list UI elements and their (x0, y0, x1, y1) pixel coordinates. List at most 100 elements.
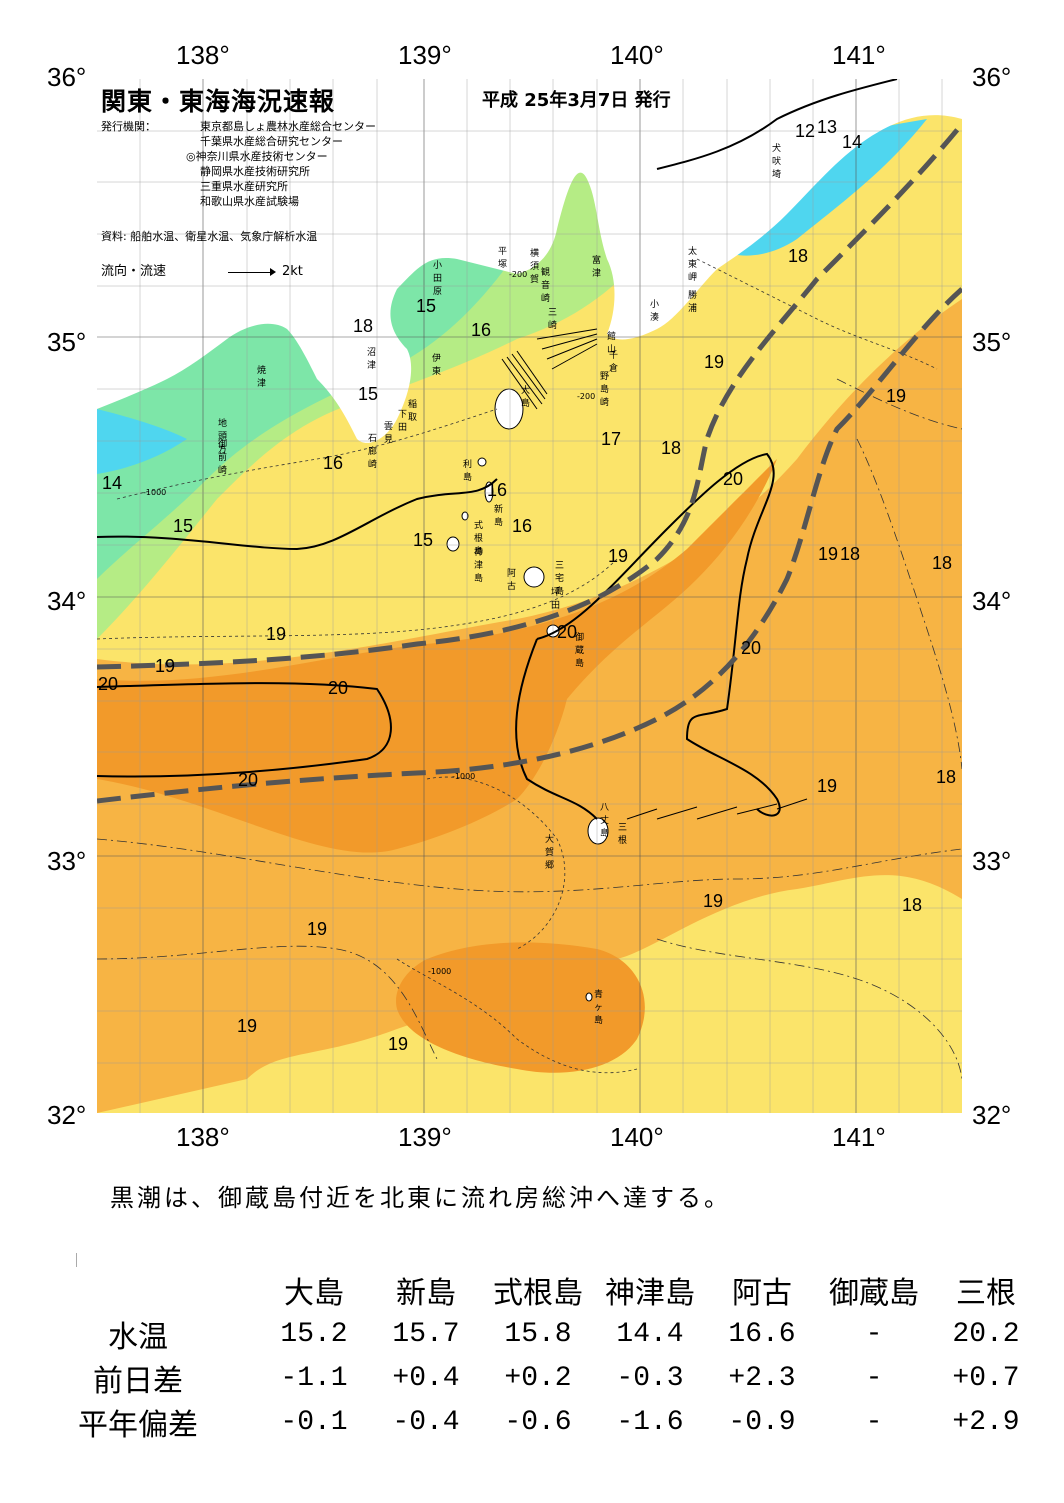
depth-label: -1000 (452, 772, 476, 781)
station-header: 大島 (284, 1276, 344, 1311)
lon-label-138-bottom: 138° (176, 1122, 230, 1152)
lat-label-35-left: 35° (47, 327, 87, 357)
thin-isotherms (97, 378, 962, 1080)
contour-label: 19 (155, 656, 176, 676)
kuroshio-axis-south (97, 287, 962, 804)
contour-label: 19 (817, 776, 838, 796)
lon-label-140-bottom: 140° (610, 1122, 664, 1152)
row-label: 前日差 (93, 1364, 183, 1399)
table-cell: +2.3 (728, 1362, 796, 1394)
place-label: 式根島 (474, 521, 484, 557)
contour-label: 19 (704, 352, 725, 372)
table-cell: 15.7 (392, 1318, 460, 1350)
flow-legend-label: 流向・流速 (101, 264, 167, 279)
place-label: 横須賀 (530, 249, 540, 285)
station-header: 阿古 (732, 1276, 792, 1311)
current-vectors (501, 328, 808, 820)
place-label: 千倉 (609, 351, 619, 374)
island-oshima (494, 388, 524, 430)
contour-label: 15 (416, 296, 437, 316)
contour-label: 15 (413, 530, 434, 550)
lat-label-35-right: 35° (972, 327, 1012, 357)
place-label: 下田 (398, 410, 408, 433)
place-label: 地頭方 (218, 419, 228, 455)
station-header: 新島 (396, 1276, 456, 1311)
place-label: 勝浦 (688, 291, 698, 314)
depth-label: -200 (577, 392, 596, 401)
kuroshio-core (97, 459, 777, 853)
table-header-row: 大島 新島 式根島 神津島 阿古 御蔵島 三根 (78, 1268, 1042, 1312)
place-label: 大賀郷 (545, 835, 555, 871)
lat-label-36-right: 36° (972, 62, 1012, 92)
table-cell: -0.9 (728, 1406, 796, 1438)
publisher-item: 静岡県水産技術研究所 (200, 165, 310, 178)
publisher-item: 和歌山県水産試験場 (200, 195, 299, 208)
place-label: 観音崎 (541, 268, 551, 304)
land-honshu (97, 79, 962, 443)
contour-label: 14 (842, 132, 863, 152)
isotherms (97, 79, 898, 820)
contour-label: 15 (173, 516, 194, 536)
place-label: 野島崎 (600, 372, 610, 408)
contour-label: 18 (353, 316, 374, 336)
isotherm-20-east (536, 452, 781, 817)
contour-label: 20 (741, 638, 762, 658)
lon-label-139-top: 139° (398, 40, 452, 70)
publisher-list: 東京都島しょ農林水産総合センター 千葉県水産総合研究センター ◎神奈川県水産技術… (186, 119, 376, 209)
summary-text: 黒潮は、御蔵島付近を北東に流れ房総沖へ達する。 (110, 1184, 731, 1212)
contour-label: 19 (307, 919, 328, 939)
contour-label: 18 (788, 246, 809, 266)
station-header: 式根島 (493, 1276, 583, 1311)
divider (76, 1253, 77, 1267)
station-header: 御蔵島 (829, 1276, 919, 1311)
place-label: 犬吠埼 (772, 144, 782, 180)
station-header: 神津島 (605, 1276, 695, 1311)
contour-label: 19 (703, 891, 724, 911)
place-label: 小田原 (433, 261, 443, 297)
table-cell: -0.6 (504, 1406, 572, 1438)
table-cell: -1.6 (616, 1406, 684, 1438)
publisher-item: ◎神奈川県水産技術センター (186, 150, 328, 163)
sea-temperature-map (97, 79, 962, 1113)
publisher-item: 東京都島しょ農林水産総合センター (200, 120, 376, 133)
lon-label-138-top: 138° (176, 40, 230, 70)
place-label: 八丈島 (600, 803, 610, 839)
contour-label: 18 (902, 895, 923, 915)
place-label: 青ヶ島 (594, 990, 604, 1026)
lat-label-32-right: 32° (972, 1100, 1012, 1130)
flow-scale-arrow (228, 272, 274, 273)
arrow-head-icon (270, 268, 276, 276)
table-cell: +0.4 (392, 1362, 460, 1394)
table-row: 平年偏差 -0.1 -0.4 -0.6 -1.6 -0.9 - +2.9 (78, 1400, 1042, 1444)
table-row: 前日差 -1.1 +0.4 +0.2 -0.3 +2.3 - +0.7 (78, 1356, 1042, 1400)
place-label: 稲取 (408, 400, 418, 423)
place-label: 雲見 (384, 422, 394, 445)
station-stats-table: 大島 新島 式根島 神津島 阿古 御蔵島 三根 水温 15.2 15.7 15.… (78, 1268, 1042, 1444)
table-cell: 16.6 (728, 1318, 796, 1350)
place-label: 石廊崎 (368, 434, 378, 470)
contour-label: 15 (358, 384, 379, 404)
contour-label: 18 (840, 544, 861, 564)
row-label: 水温 (108, 1320, 168, 1355)
place-label: 御前崎 (218, 440, 228, 476)
table-cell: +2.9 (952, 1406, 1020, 1438)
table-cell: 20.2 (952, 1318, 1020, 1350)
place-label: 大島 (521, 386, 531, 409)
contour-label: 19 (608, 546, 629, 566)
map-title: 関東・東海海況速報 (101, 87, 336, 116)
depth-label: -1000 (428, 967, 452, 976)
table-cell: -0.4 (392, 1406, 460, 1438)
table-cell: +0.2 (504, 1362, 572, 1394)
warm-eddy-south (396, 942, 645, 1073)
lon-label-140-top: 140° (610, 40, 664, 70)
lat-label-34-right: 34° (972, 586, 1012, 616)
place-label: 沼津 (367, 348, 377, 371)
island-hachijojima (587, 817, 609, 845)
publisher-label: 発行機関： (101, 120, 156, 133)
place-label: 太東岬 (688, 247, 698, 283)
isotherm-coastal (656, 79, 898, 170)
place-label: 焼津 (257, 366, 267, 389)
table-cell: -1.1 (280, 1362, 348, 1394)
table-cell: +0.7 (952, 1362, 1020, 1394)
island-aogashima (585, 992, 593, 1002)
